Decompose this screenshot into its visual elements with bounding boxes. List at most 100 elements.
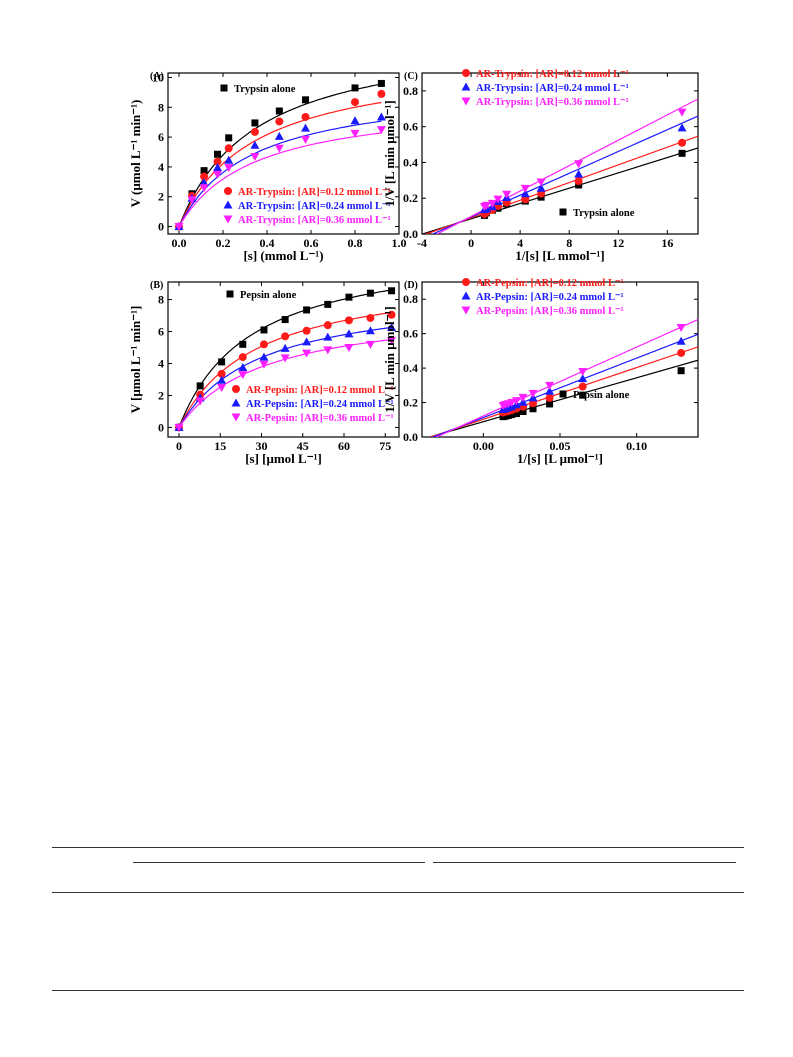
data-point	[303, 306, 311, 314]
legend-label: AR-Pepsin: [AR]=0.12 mmol L⁻¹	[246, 385, 394, 396]
x-tick-label: 0.6	[304, 236, 319, 250]
data-point	[521, 195, 530, 204]
data-point	[388, 287, 396, 295]
legend-label: AR-Trypsin: [AR]=0.36 mmol L⁻¹	[238, 215, 391, 226]
data-point	[199, 184, 209, 193]
x-tick-label: 4	[517, 236, 523, 250]
data-point	[200, 172, 209, 181]
y-tick-label: 8	[158, 100, 164, 114]
legend-marker	[462, 69, 470, 77]
data-point	[250, 140, 260, 149]
panel-label: (B)	[150, 280, 163, 291]
y-tick-label: 0	[158, 420, 164, 434]
data-point	[217, 383, 227, 392]
fit-curve	[178, 83, 382, 227]
plot-area	[427, 318, 698, 437]
data-point	[350, 129, 360, 138]
data-point	[487, 199, 497, 208]
y-tick-label: 0.6	[403, 327, 418, 341]
data-point	[275, 107, 283, 115]
data-point	[502, 190, 512, 199]
data-point	[281, 332, 290, 341]
x-tick-label: 0.0	[172, 236, 187, 250]
data-point	[217, 375, 227, 384]
data-point	[377, 89, 386, 98]
x-tick-label: 15	[214, 439, 226, 453]
x-tick-label: 75	[379, 439, 391, 453]
data-point	[536, 178, 546, 187]
data-point	[174, 423, 184, 432]
y-tick-label: 0	[158, 220, 164, 234]
x-tick-label: 0.00	[473, 439, 494, 453]
legend-label: AR-Pepsin: [AR]=0.12 mmol L⁻¹	[476, 278, 624, 289]
x-tick-label: 8	[566, 236, 572, 250]
data-point	[677, 123, 687, 132]
data-point	[578, 382, 587, 391]
y-axis-label: 1/V [L min μmol⁻¹]	[382, 100, 397, 206]
x-tick-label: 0.2	[216, 236, 231, 250]
data-point	[676, 323, 686, 332]
data-point	[344, 329, 354, 338]
data-point	[301, 123, 310, 132]
data-point	[546, 400, 554, 408]
data-point	[238, 353, 247, 362]
plot-frame	[421, 72, 699, 235]
data-point	[217, 369, 226, 378]
y-tick-label: 2	[158, 388, 164, 402]
panel-label: (C)	[404, 71, 418, 82]
y-tick-label: 8	[158, 293, 164, 307]
data-point	[678, 138, 687, 147]
data-point	[677, 367, 685, 375]
table-bottom-rule	[52, 990, 744, 991]
legend-marker	[559, 390, 567, 398]
data-point	[377, 79, 385, 87]
legend-marker	[559, 208, 567, 216]
data-point	[213, 163, 222, 172]
y-tick-label: 4	[158, 356, 164, 370]
data-point	[302, 349, 312, 358]
table-mid-rule	[52, 892, 744, 893]
data-point	[365, 340, 375, 349]
x-tick-label: 60	[338, 439, 350, 453]
fit-line	[422, 147, 698, 234]
data-point	[529, 405, 537, 413]
legend-marker	[223, 200, 233, 209]
data-point	[351, 84, 359, 92]
data-point	[323, 321, 332, 330]
data-point	[214, 150, 221, 158]
data-point	[504, 411, 512, 419]
data-point	[520, 184, 530, 193]
y-tick-label: 2	[158, 190, 164, 204]
chart-panel-2: (B) 0 15 30 45 60 75 0 2 4 6 8 [s] [μmol L⁻¹] V [μmol…	[128, 280, 400, 466]
x-tick-label: 16	[661, 236, 673, 250]
panel-label: (A)	[150, 71, 164, 82]
data-point	[545, 393, 554, 402]
plot-frame	[167, 281, 400, 438]
y-tick-label: 0.4	[403, 361, 418, 375]
data-point	[218, 358, 226, 366]
legend-marker	[224, 187, 232, 195]
legend-marker	[231, 413, 241, 422]
data-point	[574, 169, 584, 178]
legend-marker	[461, 291, 471, 300]
fit-line	[427, 359, 698, 437]
legend-marker	[461, 306, 471, 315]
legend-label: AR-Pepsin: [AR]=0.24 mmol L⁻¹	[476, 292, 624, 303]
data-point	[511, 397, 521, 406]
y-axis-label: 1/V [L min μmol⁻¹]	[382, 306, 397, 412]
data-point	[376, 126, 386, 135]
data-point	[224, 155, 234, 164]
data-point	[323, 332, 333, 341]
data-point	[677, 348, 686, 357]
x-axis-label: 1/[s] [L μmol⁻¹]	[517, 451, 603, 466]
y-axis-label: V [μmol L⁻¹ min⁻¹]	[128, 306, 143, 414]
data-point	[574, 177, 583, 186]
legend-label: AR-Trypsin: [AR]=0.24 mmol L⁻¹	[238, 201, 391, 212]
data-point	[260, 326, 268, 334]
y-axis-label: V (μmol L⁻¹ min⁻¹)	[128, 100, 143, 208]
x-tick-label: 0	[468, 236, 474, 250]
data-point	[302, 96, 309, 104]
data-point	[351, 98, 359, 107]
data-point	[520, 189, 530, 198]
table-header-rule-right	[433, 862, 736, 863]
